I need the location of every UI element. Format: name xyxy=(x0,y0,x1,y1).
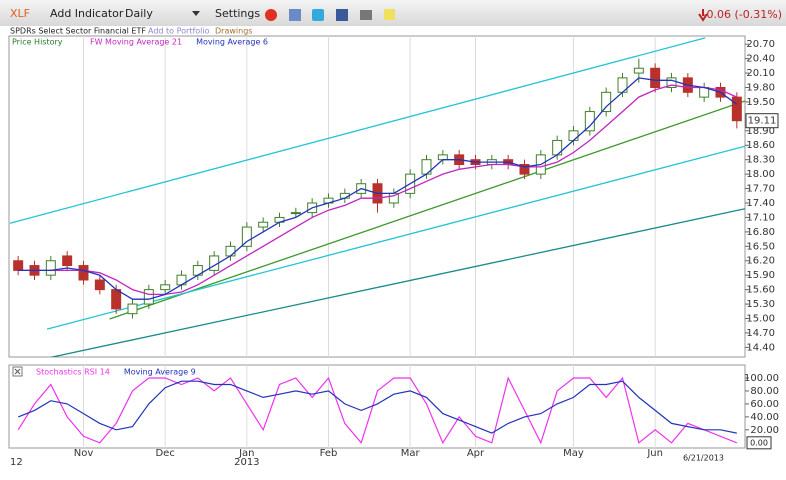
y-tick-label: 18.60 xyxy=(746,140,775,151)
candle-body xyxy=(78,265,89,281)
x-tick-label: Mar xyxy=(401,448,421,459)
y-tick-label: 16.50 xyxy=(746,241,775,252)
icon-facebook[interactable] xyxy=(336,9,348,21)
y-tick-label: 14.40 xyxy=(746,342,775,353)
trendline xyxy=(49,208,745,357)
candle-body xyxy=(666,77,677,88)
y-tick-label: 20.40 xyxy=(746,54,775,65)
y-tick-label: 40.00 xyxy=(750,412,779,423)
y-tick-label: 15.00 xyxy=(746,313,775,324)
trendline xyxy=(46,145,745,330)
candle-body xyxy=(225,245,236,257)
trendline xyxy=(109,100,745,320)
candle-body xyxy=(45,260,56,276)
x-tick-label: Nov xyxy=(74,448,94,459)
symbol[interactable]: XLF xyxy=(10,7,30,20)
x-tick-label: May xyxy=(563,448,584,459)
icon-twitter[interactable] xyxy=(312,9,324,21)
candle-body xyxy=(13,260,24,271)
dropdown-arrow[interactable] xyxy=(192,11,200,16)
y-tick-label: 20.10 xyxy=(746,68,775,79)
candle-body xyxy=(568,130,579,141)
y-tick-label: 20.70 xyxy=(746,39,775,50)
price-change: -0.06 (-0.31%) xyxy=(703,8,782,21)
series-line xyxy=(17,380,737,434)
y-tick-label: 18.30 xyxy=(746,155,775,166)
y-tick-label: 16.80 xyxy=(746,227,775,238)
y-tick-label: 15.90 xyxy=(746,270,775,281)
close-x[interactable] xyxy=(14,368,21,375)
legend-entry[interactable]: Moving Average 9 xyxy=(124,368,196,377)
y-tick-label: 16.20 xyxy=(746,256,775,267)
last-value-label: 0.00 xyxy=(750,438,768,447)
description: SPDRs Select Sector Financial ETF xyxy=(10,27,146,36)
icon-note[interactable] xyxy=(384,9,395,20)
y-tick-label: 15.30 xyxy=(746,299,775,310)
y-tick-label: 18.00 xyxy=(746,169,775,180)
y-tick-label: 60.00 xyxy=(750,399,779,410)
y-tick-label: 18.90 xyxy=(746,126,775,137)
legend-entry[interactable]: Price History xyxy=(12,38,63,47)
candle-body xyxy=(633,67,644,74)
x-tick-label: Apr xyxy=(467,448,485,459)
down-arrow xyxy=(698,9,708,22)
x-tick-label: Dec xyxy=(155,448,174,459)
last-price-label: 19.11 xyxy=(748,116,777,127)
y-tick-label: 19.80 xyxy=(746,82,775,93)
y-tick-label: 15.60 xyxy=(746,285,775,296)
y-tick-label: 20.00 xyxy=(750,425,779,436)
y-tick-label: 17.10 xyxy=(746,212,775,223)
candle-body xyxy=(143,289,154,305)
add-to-portfolio[interactable]: Add to Portfolio xyxy=(148,27,210,36)
candle-body xyxy=(111,289,122,310)
x-end-label: 6/21/2013 xyxy=(683,454,724,463)
candle-body xyxy=(650,67,661,88)
drawings[interactable]: Drawings xyxy=(215,27,252,36)
last-value-box xyxy=(746,436,772,450)
stoch-panel xyxy=(8,364,746,449)
legend-entry[interactable]: Moving Average 6 xyxy=(196,38,268,47)
candle-body xyxy=(94,279,105,291)
moving-average-line xyxy=(18,77,738,300)
candle-body xyxy=(731,96,742,122)
legend-entry[interactable]: FW Moving Average 21 xyxy=(90,38,182,47)
candle-body xyxy=(290,212,301,215)
series-line xyxy=(17,376,738,445)
legend-entry[interactable]: Stochastics RSI 14 xyxy=(36,368,110,377)
candle-body xyxy=(160,284,171,291)
x-tick-label: Jan xyxy=(238,448,254,459)
icon-compare[interactable] xyxy=(289,9,301,21)
y-tick-label: 17.70 xyxy=(746,184,775,195)
x-tick-label: Feb xyxy=(320,448,338,459)
y-tick-label: 80.00 xyxy=(750,386,779,397)
y-tick-label: 17.40 xyxy=(746,198,775,209)
y-tick-label: 100.00 xyxy=(744,373,779,384)
y-tick-label: 14.70 xyxy=(746,328,775,339)
last-price-box xyxy=(745,113,779,129)
candle-body xyxy=(601,91,612,113)
trendline xyxy=(9,37,706,224)
candle-body xyxy=(62,255,73,267)
icon-alarm[interactable] xyxy=(265,9,277,21)
x-tick-label: Jun xyxy=(646,448,663,459)
y-tick-label: 19.50 xyxy=(746,97,775,108)
candle-body xyxy=(258,221,269,228)
candle-body xyxy=(127,303,138,315)
interval[interactable]: Daily xyxy=(125,7,153,20)
moving-average-line xyxy=(18,84,738,296)
candle-body xyxy=(519,163,530,175)
x-year-label: 2013 xyxy=(234,457,259,468)
icon-camera[interactable] xyxy=(360,10,372,20)
candle-body xyxy=(241,226,252,247)
settings[interactable]: Settings xyxy=(215,7,260,20)
add-indicator[interactable]: Add Indicator xyxy=(50,7,124,20)
candle-body xyxy=(437,154,448,161)
x-start-label: 12 xyxy=(10,457,23,468)
